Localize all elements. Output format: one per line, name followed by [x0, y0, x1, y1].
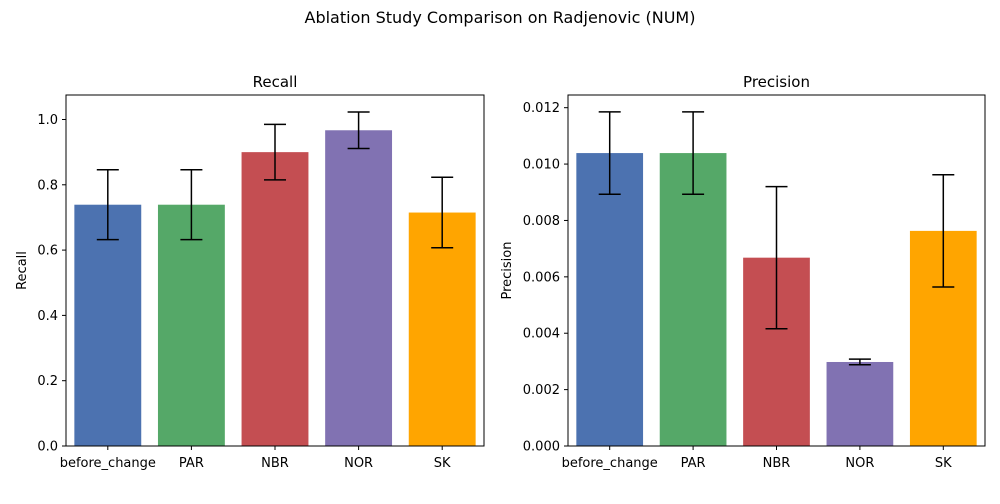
recall-xtick-label-before-change: before_change: [60, 456, 156, 471]
recall-ytick-label: 0.2: [37, 374, 58, 389]
precision-xtick-label-before-change: before_change: [562, 456, 658, 471]
precision-ytick-label: 0.004: [523, 327, 560, 342]
recall-errorbar-nbr: [264, 123, 286, 181]
precision-xtick-label-sk: SK: [935, 456, 952, 471]
precision-title: Precision: [743, 73, 810, 91]
recall-xtick-label-nbr: NBR: [261, 456, 289, 471]
recall-errorbar-nor: [347, 111, 370, 150]
recall-subplot: Recall 0.0 0.2 0.4 0.6 0.8 1.0 before_change PAR…: [15, 73, 485, 471]
recall-ylabel: Recall: [15, 251, 30, 290]
precision-xtick-label-nbr: NBR: [763, 456, 791, 471]
precision-bar-before-change: [576, 153, 644, 447]
precision-errorbar-nor: [848, 358, 871, 366]
recall-xtick-label-sk: SK: [434, 456, 451, 471]
precision-bar-nor: [826, 361, 894, 446]
precision-errorbar-sk: [932, 174, 955, 288]
recall-ytick-label: 0.0: [37, 440, 58, 455]
recall-bar-nor: [325, 130, 393, 447]
precision-ytick-label: 0.002: [523, 383, 560, 398]
recall-errorbar-sk: [431, 176, 454, 249]
precision-errorbar-par: [682, 111, 705, 195]
precision-ytick-label: 0.000: [523, 440, 560, 455]
precision-bar-par: [659, 153, 727, 447]
figure-suptitle: Ablation Study Comparison on Radjenovic …: [305, 8, 696, 27]
precision-ylabel: Precision: [500, 241, 515, 299]
recall-errorbar-par: [180, 169, 203, 241]
recall-title: Recall: [253, 73, 298, 91]
recall-ytick-label: 0.4: [37, 309, 58, 324]
recall-ytick-label: 0.6: [37, 244, 58, 259]
recall-bar-par: [157, 204, 225, 446]
recall-ytick-label: 1.0: [37, 113, 58, 128]
precision-ytick-label: 0.010: [523, 158, 560, 173]
precision-xtick-label-par: PAR: [681, 456, 706, 471]
recall-xtick-label-nor: NOR: [344, 456, 373, 471]
precision-ytick-label: 0.006: [523, 270, 560, 285]
recall-xtick-label-par: PAR: [179, 456, 204, 471]
recall-ytick-label: 0.8: [37, 178, 58, 193]
precision-errorbar-before-change: [598, 111, 621, 195]
recall-bar-sk: [408, 212, 476, 446]
recall-errorbar-before-change: [96, 169, 119, 241]
precision-ytick-label: 0.012: [523, 101, 560, 116]
recall-bar-nbr: [241, 152, 309, 447]
precision-errorbar-nbr: [765, 185, 788, 330]
recall-bar-before-change: [74, 204, 142, 446]
precision-ytick-label: 0.008: [523, 214, 560, 229]
precision-xtick-label-nor: NOR: [845, 456, 874, 471]
precision-subplot: Precision 0.000 0.002 0.004 0.006 0.008 0.010 0…: [500, 73, 986, 471]
